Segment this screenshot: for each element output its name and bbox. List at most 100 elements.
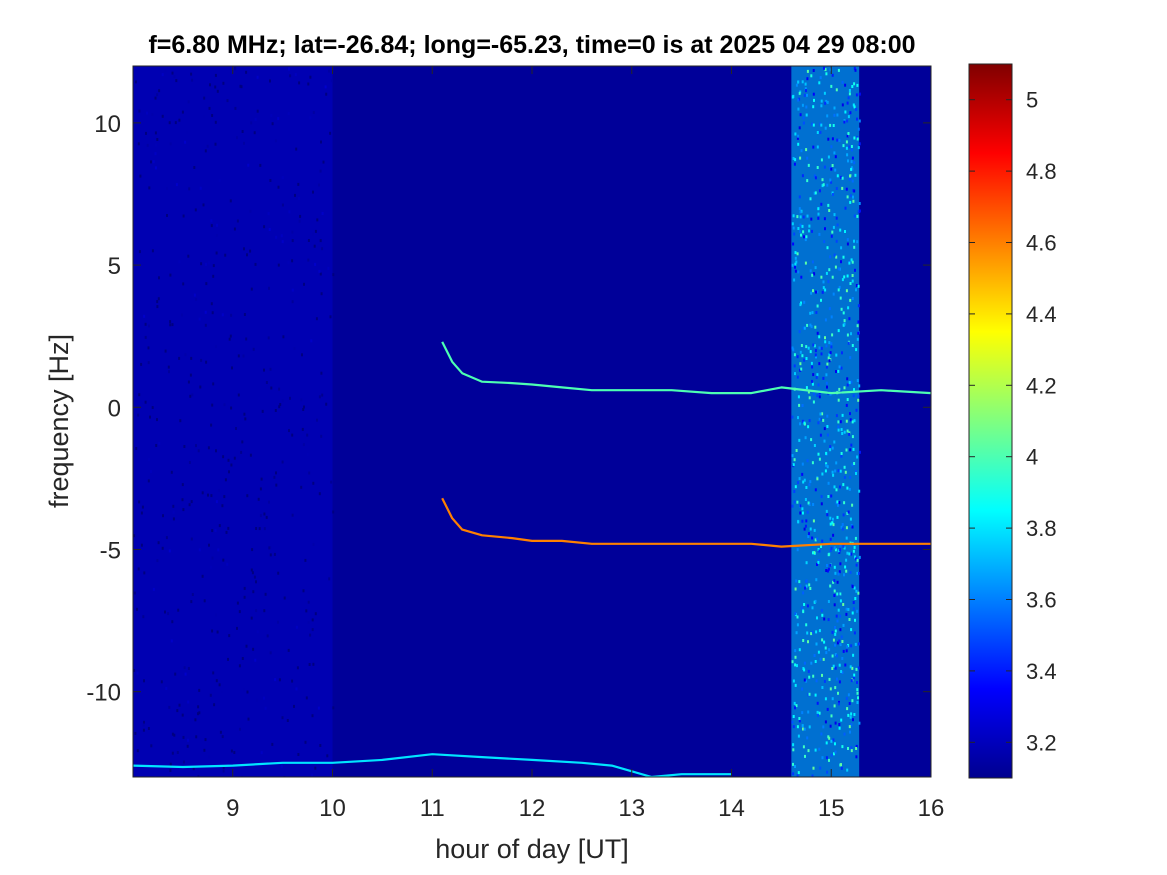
noise-speckle bbox=[228, 634, 231, 638]
noise-speckle bbox=[845, 558, 848, 562]
noise-speckle bbox=[291, 300, 294, 304]
noise-speckle bbox=[792, 214, 795, 218]
colorbar: 3.2 3.4 3.6 3.8 4 4.2 4.4 4.6 4.8 5 bbox=[968, 63, 1057, 779]
noise-speckle bbox=[841, 186, 844, 190]
noise-speckle bbox=[808, 419, 811, 423]
noise-speckle bbox=[854, 536, 857, 540]
noise-speckle bbox=[858, 555, 861, 559]
noise-speckle bbox=[816, 394, 819, 398]
noise-speckle bbox=[825, 451, 828, 455]
noise-speckle bbox=[829, 563, 832, 567]
noise-speckle bbox=[203, 599, 206, 603]
noise-speckle bbox=[270, 386, 273, 390]
noise-speckle bbox=[828, 359, 831, 363]
noise-speckle bbox=[194, 208, 197, 212]
noise-speckle bbox=[851, 435, 854, 439]
noise-speckle bbox=[170, 470, 173, 474]
noise-speckle bbox=[281, 716, 284, 720]
noise-speckle bbox=[799, 422, 801, 426]
noise-speckle bbox=[215, 251, 218, 255]
noise-speckle bbox=[317, 706, 320, 710]
noise-speckle bbox=[805, 345, 808, 349]
noise-speckle bbox=[154, 131, 157, 135]
noise-speckle bbox=[158, 276, 160, 280]
noise-speckle bbox=[268, 546, 271, 550]
noise-speckle bbox=[845, 140, 848, 144]
noise-speckle bbox=[818, 549, 821, 553]
noise-speckle bbox=[845, 526, 848, 530]
noise-speckle bbox=[835, 353, 838, 357]
noise-speckle bbox=[144, 322, 147, 326]
noise-speckle bbox=[850, 679, 853, 683]
noise-speckle bbox=[801, 519, 804, 523]
noise-speckle bbox=[794, 649, 797, 653]
noise-speckle bbox=[792, 762, 794, 766]
noise-speckle bbox=[855, 755, 858, 759]
noise-speckle bbox=[822, 657, 825, 661]
noise-speckle bbox=[156, 418, 158, 422]
noise-speckle bbox=[855, 93, 858, 97]
noise-speckle bbox=[849, 282, 852, 285]
noise-speckle bbox=[328, 69, 330, 73]
noise-speckle bbox=[802, 230, 805, 234]
y-tick-label: 0 bbox=[108, 395, 121, 422]
noise-speckle bbox=[315, 317, 318, 321]
noise-speckle bbox=[174, 672, 177, 676]
noise-speckle bbox=[273, 552, 276, 556]
noise-speckle bbox=[858, 209, 861, 213]
noise-speckle bbox=[819, 766, 822, 770]
noise-speckle bbox=[837, 428, 840, 432]
noise-speckle bbox=[825, 344, 828, 348]
noise-speckle bbox=[320, 371, 323, 375]
noise-speckle bbox=[794, 251, 797, 255]
noise-speckle bbox=[847, 608, 850, 611]
noise-speckle bbox=[814, 266, 817, 270]
noise-speckle bbox=[832, 523, 835, 527]
noise-speckle bbox=[140, 511, 143, 515]
noise-speckle bbox=[281, 399, 284, 403]
noise-speckle bbox=[807, 535, 810, 538]
noise-speckle bbox=[265, 381, 268, 384]
noise-speckle bbox=[795, 449, 798, 452]
noise-speckle bbox=[791, 454, 794, 458]
noise-speckle bbox=[822, 183, 825, 187]
noise-speckle bbox=[838, 501, 841, 505]
noise-speckle bbox=[852, 394, 855, 398]
noise-speckle bbox=[252, 347, 255, 351]
noise-speckle bbox=[858, 642, 860, 646]
noise-speckle bbox=[832, 193, 834, 196]
noise-speckle bbox=[812, 105, 815, 109]
noise-speckle bbox=[198, 317, 201, 321]
noise-speckle bbox=[850, 160, 853, 164]
noise-speckle bbox=[307, 620, 310, 624]
noise-speckle bbox=[852, 676, 855, 680]
noise-speckle bbox=[830, 739, 833, 743]
noise-speckle bbox=[813, 174, 816, 178]
noise-speckle bbox=[848, 618, 851, 621]
noise-speckle bbox=[214, 73, 217, 77]
noise-speckle bbox=[805, 89, 807, 93]
noise-speckle bbox=[826, 564, 828, 567]
noise-speckle bbox=[295, 687, 298, 691]
noise-speckle bbox=[813, 654, 816, 657]
noise-speckle bbox=[816, 477, 819, 481]
noise-speckle bbox=[815, 630, 818, 634]
noise-speckle bbox=[813, 191, 816, 195]
noise-speckle bbox=[791, 720, 794, 724]
noise-speckle bbox=[278, 387, 281, 391]
noise-speckle bbox=[851, 179, 854, 183]
noise-speckle bbox=[181, 313, 183, 317]
noise-speckle bbox=[797, 481, 799, 485]
noise-speckle bbox=[234, 67, 237, 71]
noise-speckle bbox=[837, 572, 840, 576]
noise-speckle bbox=[312, 190, 314, 194]
noise-speckle bbox=[257, 497, 260, 501]
noise-speckle bbox=[150, 744, 153, 748]
noise-speckle bbox=[793, 232, 796, 236]
noise-speckle bbox=[822, 418, 825, 422]
noise-speckle bbox=[850, 712, 853, 716]
noise-speckle bbox=[829, 724, 832, 728]
noise-speckle bbox=[828, 677, 831, 681]
noise-speckle bbox=[839, 544, 842, 548]
noise-speckle bbox=[263, 225, 266, 229]
